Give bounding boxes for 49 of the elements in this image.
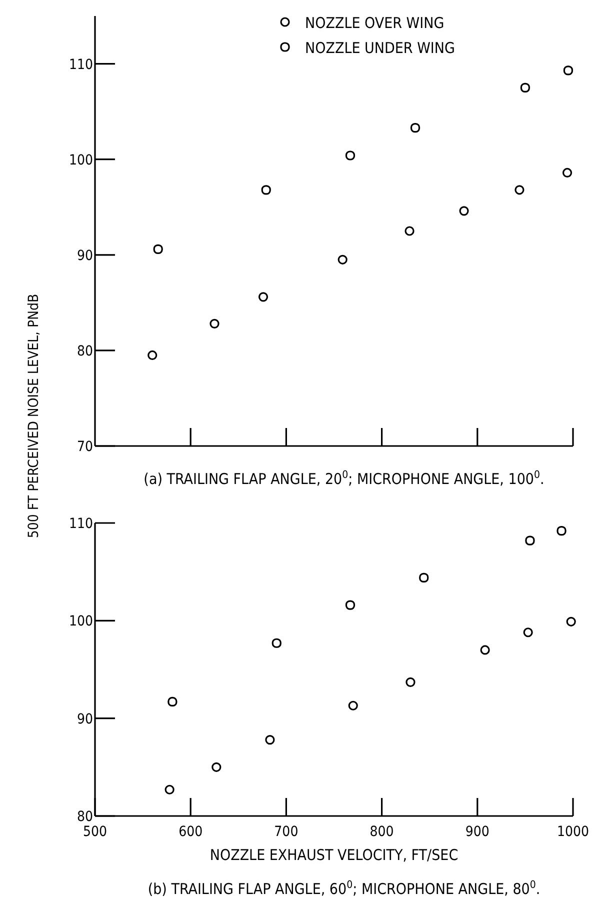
y-tick-label: 70 [76, 439, 93, 455]
point [563, 66, 574, 76]
x-tick-label: 600 [178, 824, 203, 840]
point [566, 616, 576, 626]
point [210, 318, 220, 328]
y-axis-title: 500 FT PERCEIVED NOISE LEVEL, PNdB [26, 294, 42, 538]
point [265, 735, 275, 745]
point [258, 292, 268, 302]
point [212, 762, 222, 772]
y-tick-label: 100 [68, 614, 93, 630]
point [523, 628, 533, 638]
legend-label: NOZZLE UNDER WING [305, 39, 455, 57]
point [272, 638, 282, 648]
text: (a) TRAILING FLAP ANGLE, 20$^{0}$; MICROPHONE ANGLE, 100$^{0}$. [144, 469, 544, 488]
y-tick-label: 100 [68, 152, 93, 168]
x-tick-label: 500 [82, 824, 108, 840]
y-tick-label: 80 [76, 343, 93, 360]
y-tick-label: 110 [68, 516, 93, 532]
point [168, 696, 178, 707]
point [556, 526, 566, 536]
point [514, 185, 524, 195]
point [419, 572, 429, 582]
y-tick-label: 90 [76, 248, 93, 264]
point [148, 350, 158, 360]
x-tick-label: 900 [465, 824, 490, 840]
point [520, 82, 530, 92]
y-tick-label: 110 [68, 56, 93, 73]
point [345, 600, 356, 610]
point [261, 185, 271, 195]
x-tick-label: 1000 [556, 824, 590, 840]
point [345, 150, 356, 160]
x-tick-label: 800 [370, 824, 394, 840]
point [338, 254, 348, 264]
point [459, 206, 469, 216]
point [404, 226, 414, 236]
x-tick-label: 700 [274, 824, 298, 840]
point [480, 645, 490, 655]
point [562, 168, 572, 178]
point [406, 677, 416, 687]
legend-label: NOZZLE OVER WING [305, 14, 444, 32]
point [153, 244, 163, 254]
y-tick-label: 90 [76, 711, 93, 728]
point [525, 536, 535, 546]
point [164, 784, 174, 794]
text: (b) TRAILING FLAP ANGLE, 60$^{0}$; MICROPHONE ANGLE, 80$^{0}$. [148, 879, 540, 898]
point [348, 700, 358, 710]
y-tick-label: 80 [76, 809, 93, 825]
point [410, 123, 420, 133]
x-axis-title: NOZZLE EXHAUST VELOCITY, FT/SEC [210, 846, 458, 864]
